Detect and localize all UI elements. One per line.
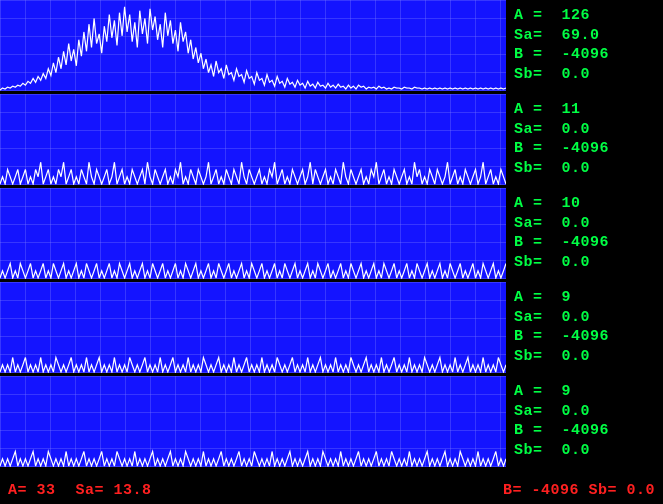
readout-sb: Sb= 0.0	[514, 253, 659, 273]
waveform-display-3	[0, 282, 506, 374]
readout-a: A = 9	[514, 288, 659, 308]
panel-row-1: A = 11Sa= 0.0B = -4096Sb= 0.0	[0, 94, 663, 188]
readout-0: A = 126Sa= 69.0B = -4096Sb= 0.0	[506, 0, 663, 94]
waveform-display-1	[0, 94, 506, 186]
readout-sa: Sa= 0.0	[514, 120, 659, 140]
readout-sb: Sb= 0.0	[514, 159, 659, 179]
waveform-display-2	[0, 188, 506, 280]
panel-row-0: A = 126Sa= 69.0B = -4096Sb= 0.0	[0, 0, 663, 94]
status-bar: A= 33 Sa= 13.8 B= -4096 Sb= 0.0	[0, 476, 663, 504]
readout-b: B = -4096	[514, 421, 659, 441]
readout-b: B = -4096	[514, 327, 659, 347]
readout-b: B = -4096	[514, 139, 659, 159]
status-b: B= -4096 Sb= 0.0	[503, 482, 655, 499]
readout-sb: Sb= 0.0	[514, 441, 659, 461]
readout-sb: Sb= 0.0	[514, 347, 659, 367]
panel-row-4: A = 9Sa= 0.0B = -4096Sb= 0.0	[0, 376, 663, 470]
waveform-display-4	[0, 376, 506, 468]
readout-b: B = -4096	[514, 45, 659, 65]
readout-sa: Sa= 0.0	[514, 402, 659, 422]
readout-a: A = 10	[514, 194, 659, 214]
panel-row-3: A = 9Sa= 0.0B = -4096Sb= 0.0	[0, 282, 663, 376]
readout-a: A = 9	[514, 382, 659, 402]
readout-1: A = 11Sa= 0.0B = -4096Sb= 0.0	[506, 94, 663, 188]
readout-sa: Sa= 0.0	[514, 308, 659, 328]
panel-row-2: A = 10Sa= 0.0B = -4096Sb= 0.0	[0, 188, 663, 282]
status-a: A= 33	[8, 482, 56, 499]
readout-2: A = 10Sa= 0.0B = -4096Sb= 0.0	[506, 188, 663, 282]
readout-a: A = 11	[514, 100, 659, 120]
waveform-display-0	[0, 0, 506, 92]
readout-b: B = -4096	[514, 233, 659, 253]
readout-sa: Sa= 0.0	[514, 214, 659, 234]
readout-a: A = 126	[514, 6, 659, 26]
readout-4: A = 9Sa= 0.0B = -4096Sb= 0.0	[506, 376, 663, 470]
waveform-panels: A = 126Sa= 69.0B = -4096Sb= 0.0A = 11Sa=…	[0, 0, 663, 470]
readout-sa: Sa= 69.0	[514, 26, 659, 46]
readout-3: A = 9Sa= 0.0B = -4096Sb= 0.0	[506, 282, 663, 376]
status-sa: Sa= 13.8	[76, 482, 152, 499]
readout-sb: Sb= 0.0	[514, 65, 659, 85]
